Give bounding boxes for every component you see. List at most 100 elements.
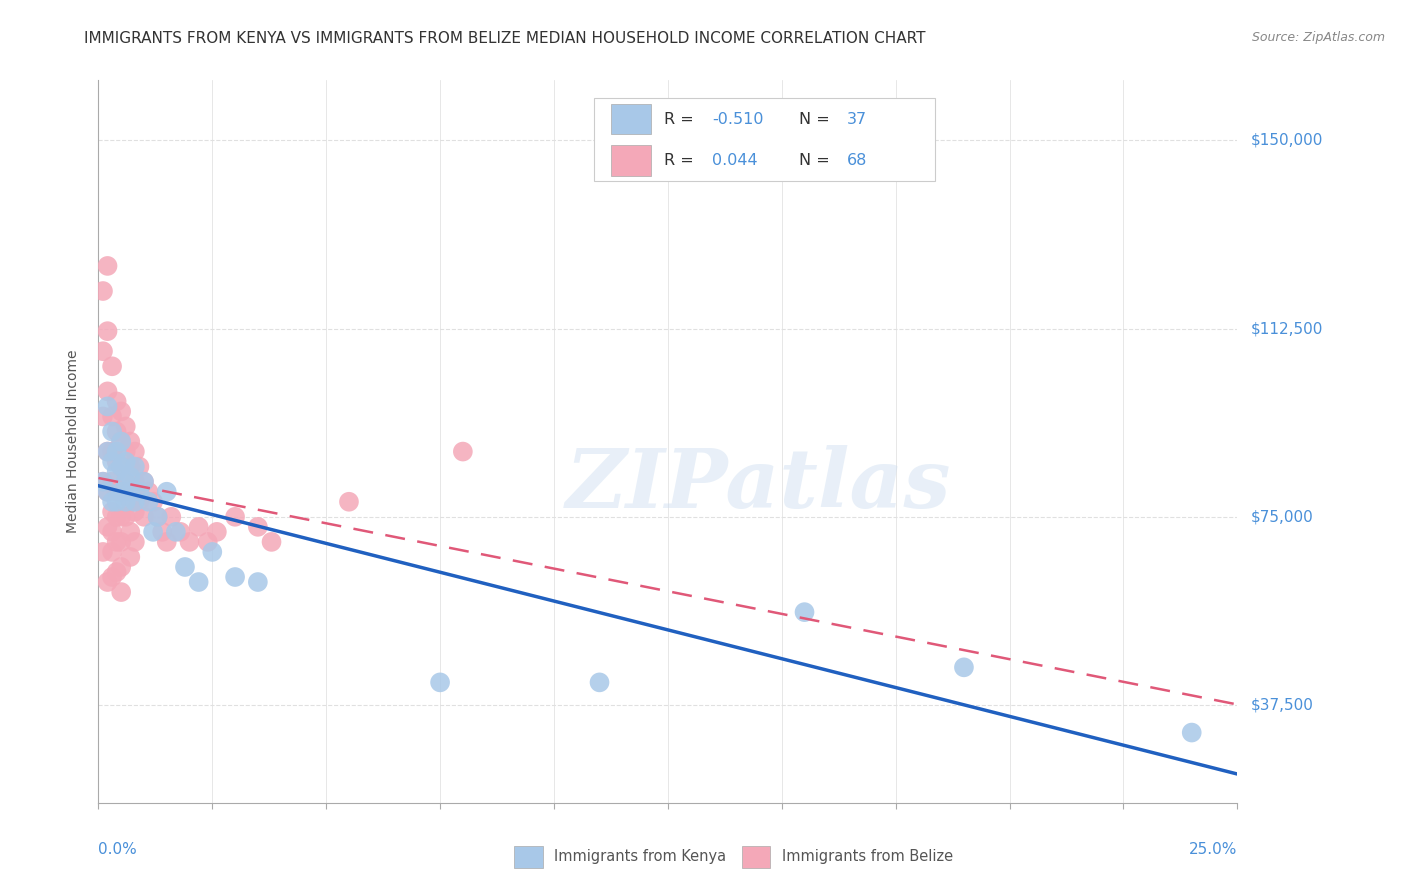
Bar <box>612 145 651 176</box>
Point <box>91 409 114 424</box>
Text: R =: R = <box>665 153 699 169</box>
Text: $75,000: $75,000 <box>1251 509 1315 524</box>
Point <box>124 494 146 508</box>
Point <box>128 494 150 508</box>
Bar <box>515 847 543 868</box>
Point <box>110 509 132 524</box>
Point <box>128 459 150 474</box>
Text: Immigrants from Belize: Immigrants from Belize <box>782 849 953 864</box>
Point <box>91 344 114 359</box>
Point <box>451 444 474 458</box>
Text: 0.044: 0.044 <box>713 153 758 169</box>
Point <box>132 475 155 489</box>
Text: IMMIGRANTS FROM KENYA VS IMMIGRANTS FROM BELIZE MEDIAN HOUSEHOLD INCOME CORRELAT: IMMIGRANTS FROM KENYA VS IMMIGRANTS FROM… <box>84 31 927 46</box>
Point <box>197 534 219 549</box>
Point <box>105 484 128 499</box>
Point <box>429 675 451 690</box>
Point <box>101 475 124 489</box>
Point <box>91 475 114 489</box>
Point <box>114 419 136 434</box>
Point <box>105 494 128 508</box>
Point <box>105 394 128 409</box>
Point <box>105 444 128 458</box>
Point <box>124 505 146 519</box>
Point <box>105 465 128 479</box>
Point <box>110 459 132 474</box>
Point <box>146 509 169 524</box>
Point <box>588 675 610 690</box>
Point <box>146 509 169 524</box>
Point <box>337 494 360 508</box>
Point <box>124 534 146 549</box>
Point <box>187 520 209 534</box>
Text: ZIPatlas: ZIPatlas <box>567 445 952 524</box>
Point <box>91 475 114 489</box>
Text: -0.510: -0.510 <box>713 112 763 127</box>
Point <box>1181 725 1204 739</box>
Point <box>953 660 976 674</box>
Text: Immigrants from Kenya: Immigrants from Kenya <box>554 849 725 864</box>
Point <box>101 454 124 468</box>
Text: 0.0%: 0.0% <box>98 842 138 856</box>
Point <box>101 494 124 508</box>
Point <box>110 484 132 499</box>
Point <box>114 444 136 458</box>
Bar <box>742 847 770 868</box>
Point <box>224 570 246 584</box>
Point <box>110 459 132 474</box>
Point <box>124 475 146 489</box>
Point <box>224 509 246 524</box>
Point <box>96 259 118 273</box>
Point <box>110 484 132 499</box>
Point <box>101 425 124 439</box>
Point <box>142 494 165 508</box>
Point <box>110 434 132 449</box>
Point <box>96 444 118 458</box>
Text: N =: N = <box>799 153 835 169</box>
Point <box>114 509 136 524</box>
Point <box>96 324 118 338</box>
Point <box>105 509 128 524</box>
Point <box>124 459 146 474</box>
Point <box>110 434 132 449</box>
Text: 25.0%: 25.0% <box>1189 842 1237 856</box>
Text: $37,500: $37,500 <box>1251 698 1315 713</box>
Point <box>120 484 142 499</box>
Point <box>105 565 128 579</box>
Point <box>201 545 224 559</box>
Text: Source: ZipAtlas.com: Source: ZipAtlas.com <box>1251 31 1385 45</box>
Point <box>793 605 815 619</box>
Point <box>132 509 155 524</box>
Point <box>187 574 209 589</box>
Point <box>101 545 124 559</box>
Point <box>128 484 150 499</box>
Point <box>91 284 114 298</box>
Point <box>120 434 142 449</box>
Point <box>96 384 118 399</box>
Point <box>110 534 132 549</box>
Point <box>96 400 118 414</box>
Text: 37: 37 <box>846 112 866 127</box>
Text: $112,500: $112,500 <box>1251 321 1323 336</box>
Text: $150,000: $150,000 <box>1251 133 1323 148</box>
Point <box>101 524 124 539</box>
Point <box>114 475 136 489</box>
Point <box>110 404 132 418</box>
Point <box>132 475 155 489</box>
Point <box>138 494 160 508</box>
Point <box>246 574 269 589</box>
Point <box>246 520 269 534</box>
Point <box>120 549 142 564</box>
Point <box>91 545 114 559</box>
Point <box>101 359 124 374</box>
Point <box>174 560 197 574</box>
Point <box>110 585 132 599</box>
Point <box>120 494 142 508</box>
Bar <box>612 104 651 135</box>
Point <box>96 484 118 499</box>
Point <box>114 454 136 468</box>
Point <box>114 475 136 489</box>
FancyBboxPatch shape <box>593 98 935 181</box>
Text: R =: R = <box>665 112 699 127</box>
Point <box>160 509 183 524</box>
